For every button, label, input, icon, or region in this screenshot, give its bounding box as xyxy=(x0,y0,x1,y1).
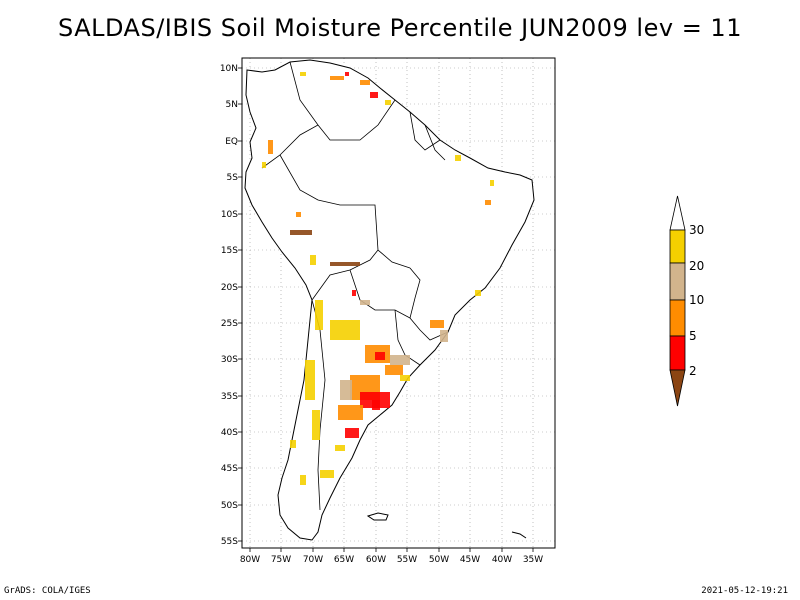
shaded-region xyxy=(475,290,481,296)
shaded-region xyxy=(490,180,494,186)
shaded-region xyxy=(370,92,378,98)
lon-tick-label: 70W xyxy=(303,555,323,565)
footer-timestamp: 2021-05-12-19:21 xyxy=(701,586,788,596)
shaded-region xyxy=(290,440,296,448)
lon-tick-label: 55W xyxy=(397,555,417,565)
shaded-region xyxy=(485,200,491,205)
shaded-region xyxy=(430,320,444,328)
lon-tick-label: 65W xyxy=(334,555,354,565)
shaded-region xyxy=(335,445,345,451)
lat-tick-label: 40S xyxy=(221,428,238,438)
south-georgia xyxy=(511,531,527,539)
shaded-region xyxy=(310,255,316,265)
lon-tick-label: 35W xyxy=(523,555,543,565)
lon-tick-label: 40W xyxy=(492,555,512,565)
shaded-region xyxy=(305,360,315,400)
lon-tick-label: 80W xyxy=(240,555,260,565)
lon-tick-label: 75W xyxy=(271,555,291,565)
legend-label: 30 xyxy=(689,223,704,237)
shaded-region xyxy=(338,405,363,420)
lat-tick-label: 10N xyxy=(220,64,238,74)
shaded-region xyxy=(300,72,306,76)
lat-tick-label: 10S xyxy=(221,210,238,220)
falkland-islands xyxy=(366,512,389,521)
shaded-region xyxy=(345,428,359,438)
lat-tick-label: 55S xyxy=(221,537,238,547)
percentile-shading xyxy=(262,72,494,485)
lat-tick-label: 15S xyxy=(221,246,238,256)
shaded-region xyxy=(290,230,312,235)
shaded-region xyxy=(360,300,370,305)
map-frame xyxy=(241,57,556,549)
shaded-region xyxy=(262,162,266,168)
colorbar-legend: 30 20 10 5 2 xyxy=(669,195,704,407)
shaded-region xyxy=(296,212,301,217)
lat-tick-label: 45S xyxy=(221,464,238,474)
shaded-region xyxy=(385,100,391,105)
shaded-region xyxy=(312,410,320,440)
lat-tick-label: EQ xyxy=(225,137,238,147)
shaded-region xyxy=(400,375,410,381)
shaded-region xyxy=(372,400,380,410)
legend-color-box xyxy=(669,299,686,337)
lat-tick-label: 20S xyxy=(221,283,238,293)
lat-tick-label: 30S xyxy=(221,355,238,365)
country-borders xyxy=(261,61,449,511)
shaded-region xyxy=(352,290,356,296)
shaded-region xyxy=(300,475,306,485)
lat-tick-label: 25S xyxy=(221,319,238,329)
shaded-region xyxy=(375,352,385,360)
legend-color-box xyxy=(669,262,686,301)
shaded-region xyxy=(455,155,461,161)
shaded-region xyxy=(440,330,448,342)
map-title: SALDAS/IBIS Soil Moisture Percentile JUN… xyxy=(58,14,742,42)
legend-bottom-triangle xyxy=(669,369,686,407)
legend-label: 2 xyxy=(689,364,697,378)
shaded-region xyxy=(320,470,334,478)
legend-color-box xyxy=(669,335,686,371)
shaded-region xyxy=(330,262,360,266)
lon-tick-label: 60W xyxy=(366,555,386,565)
lon-tick-label: 45W xyxy=(460,555,480,565)
legend-color-box xyxy=(669,229,686,264)
shaded-region xyxy=(315,300,323,330)
lat-tick-label: 5N xyxy=(226,100,238,110)
shaded-region xyxy=(360,80,370,85)
footer-credit: GrADS: COLA/IGES xyxy=(4,586,91,596)
legend-top-triangle xyxy=(669,195,686,231)
shaded-region xyxy=(390,355,410,365)
legend-label: 5 xyxy=(689,329,697,343)
lat-tick-label: 35S xyxy=(221,392,238,402)
lon-tick-label: 50W xyxy=(429,555,449,565)
lat-tick-label: 50S xyxy=(221,501,238,511)
axis-ticks: 80W 75W 70W 65W 60W 55W 50W 45W 40W 35W 10N 5N EQ 5S 1… xyxy=(220,64,543,565)
shaded-region xyxy=(330,320,360,340)
legend-label: 20 xyxy=(689,259,704,273)
shaded-region xyxy=(330,76,344,80)
shaded-region xyxy=(385,365,403,375)
lat-tick-label: 5S xyxy=(227,173,239,183)
shaded-region xyxy=(340,380,352,400)
legend-label: 10 xyxy=(689,293,704,307)
shaded-region xyxy=(345,72,349,76)
shaded-region xyxy=(268,140,273,154)
